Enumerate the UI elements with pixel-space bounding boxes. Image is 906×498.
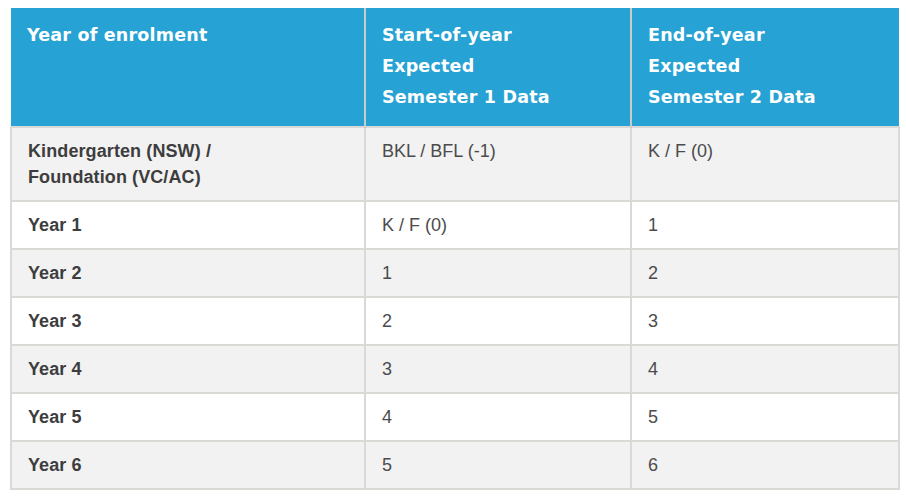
header-line: Expected <box>648 51 883 82</box>
row-label-cell: Year 2 <box>11 249 365 297</box>
page: Year of enrolment Start-of-year Expected… <box>0 0 906 498</box>
row-label-cell: Year 4 <box>11 345 365 393</box>
start-value-cell: K / F (0) <box>365 201 631 249</box>
row-label-line: Kindergarten (NSW) / <box>28 138 348 164</box>
end-value-cell: 5 <box>631 393 899 441</box>
header-line: Expected <box>382 51 614 82</box>
start-value-cell: 5 <box>365 441 631 489</box>
row-label-cell: Year 5 <box>11 393 365 441</box>
row-label-line: Foundation (VC/AC) <box>28 164 348 190</box>
row-label-cell: Year 3 <box>11 297 365 345</box>
end-value-cell: 4 <box>631 345 899 393</box>
end-value-cell: 3 <box>631 297 899 345</box>
header-line: Year of enrolment <box>27 20 348 51</box>
start-value-cell: 1 <box>365 249 631 297</box>
table-row-year-2: Year 2 1 2 <box>11 249 899 297</box>
row-label-cell: Year 6 <box>11 441 365 489</box>
end-value-cell: 1 <box>631 201 899 249</box>
start-value-cell: 4 <box>365 393 631 441</box>
header-line: Semester 2 Data <box>648 82 883 113</box>
start-value-cell: BKL / BFL (-1) <box>365 127 631 201</box>
header-line: Start-of-year <box>382 20 614 51</box>
end-value-cell: 2 <box>631 249 899 297</box>
header-row: Year of enrolment Start-of-year Expected… <box>11 8 899 127</box>
column-header-year-of-enrolment: Year of enrolment <box>11 8 365 127</box>
table-row-year-4: Year 4 3 4 <box>11 345 899 393</box>
enrolment-table: Year of enrolment Start-of-year Expected… <box>10 8 900 490</box>
header-line: Semester 1 Data <box>382 82 614 113</box>
header-line: End-of-year <box>648 20 883 51</box>
end-value-cell: 6 <box>631 441 899 489</box>
row-label-cell: Year 1 <box>11 201 365 249</box>
column-header-end-of-year: End-of-year Expected Semester 2 Data <box>631 8 899 127</box>
column-header-start-of-year: Start-of-year Expected Semester 1 Data <box>365 8 631 127</box>
start-value-cell: 2 <box>365 297 631 345</box>
table-row-year-5: Year 5 4 5 <box>11 393 899 441</box>
table-row-year-3: Year 3 2 3 <box>11 297 899 345</box>
table-row-kindergarten: Kindergarten (NSW) / Foundation (VC/AC) … <box>11 127 899 201</box>
table-row-year-6: Year 6 5 6 <box>11 441 899 489</box>
table-row-year-1: Year 1 K / F (0) 1 <box>11 201 899 249</box>
row-label-cell: Kindergarten (NSW) / Foundation (VC/AC) <box>11 127 365 201</box>
end-value-cell: K / F (0) <box>631 127 899 201</box>
start-value-cell: 3 <box>365 345 631 393</box>
